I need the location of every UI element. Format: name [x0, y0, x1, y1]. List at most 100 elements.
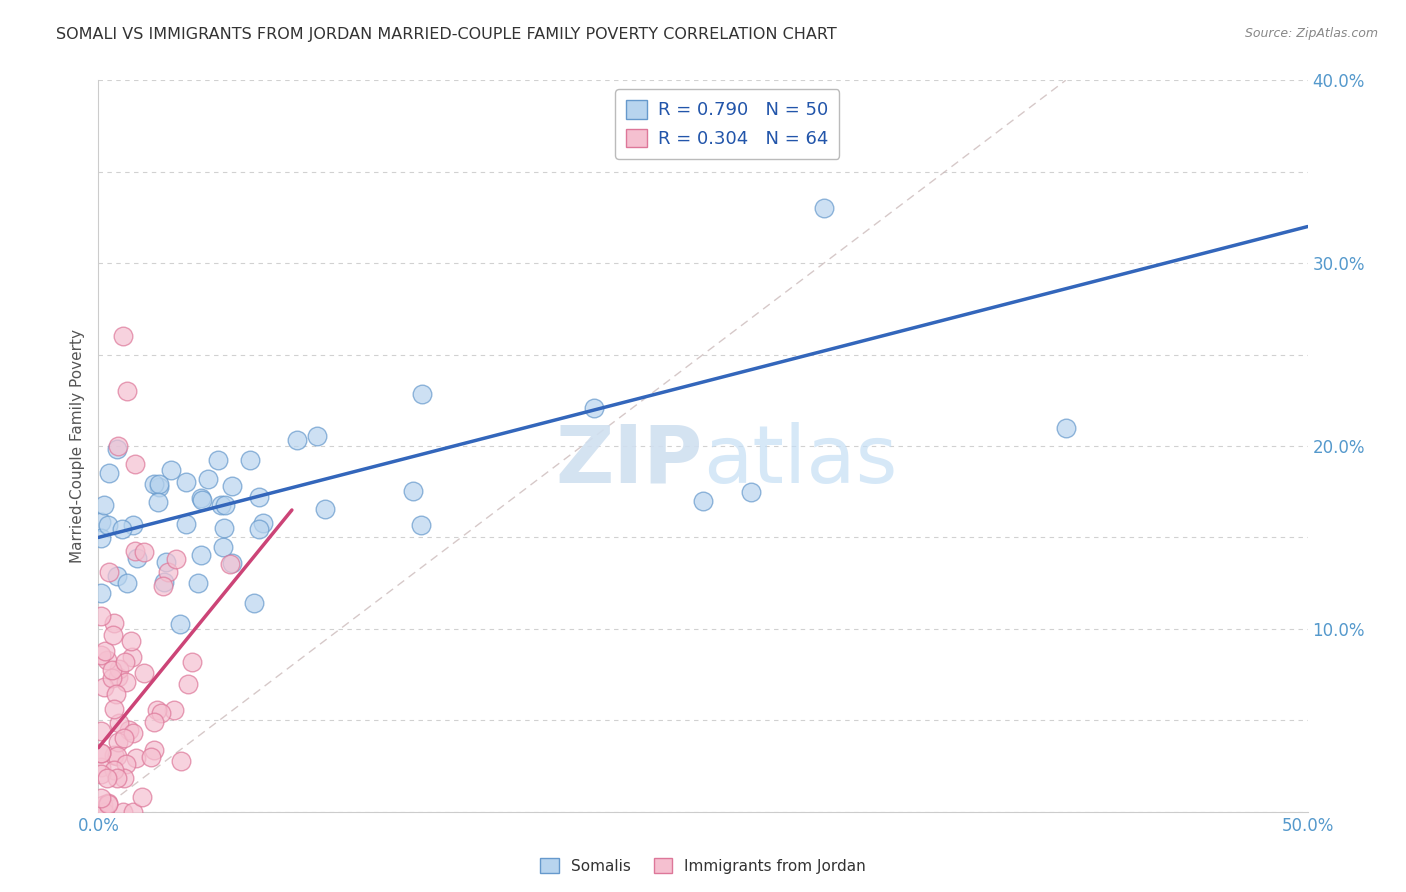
Point — [111, 329, 134, 343]
Point — [125, 550, 148, 565]
Point — [207, 453, 229, 467]
Point — [90, 609, 112, 624]
Point — [100, 671, 122, 685]
Point — [146, 495, 169, 509]
Point — [107, 735, 129, 749]
Point — [131, 790, 153, 805]
Point — [243, 596, 266, 610]
Text: Source: ZipAtlas.com: Source: ZipAtlas.com — [1244, 27, 1378, 40]
Point — [305, 428, 328, 442]
Point — [125, 751, 148, 765]
Point — [197, 472, 219, 486]
Point — [114, 655, 136, 669]
Point — [124, 544, 146, 558]
Point — [143, 743, 166, 757]
Point — [97, 796, 120, 810]
Point — [214, 521, 236, 535]
Point — [93, 498, 115, 512]
Point — [107, 771, 129, 785]
Point — [692, 494, 714, 508]
Point — [813, 201, 835, 215]
Point — [117, 575, 139, 590]
Point — [170, 754, 193, 768]
Point — [105, 569, 128, 583]
Point — [103, 616, 125, 631]
Point — [111, 805, 134, 819]
Point — [90, 585, 112, 599]
Point — [108, 662, 131, 676]
Point — [1054, 421, 1077, 435]
Point — [143, 714, 166, 729]
Text: SOMALI VS IMMIGRANTS FROM JORDAN MARRIED-COUPLE FAMILY POVERTY CORRELATION CHART: SOMALI VS IMMIGRANTS FROM JORDAN MARRIED… — [56, 27, 837, 42]
Point — [221, 479, 243, 493]
Point — [111, 522, 134, 536]
Point — [90, 746, 112, 760]
Point — [121, 650, 143, 665]
Point — [152, 578, 174, 592]
Point — [98, 565, 121, 579]
Point — [105, 748, 128, 763]
Point — [174, 516, 197, 531]
Point — [96, 772, 118, 786]
Point — [148, 480, 170, 494]
Point — [107, 439, 129, 453]
Point — [114, 756, 136, 771]
Point — [105, 442, 128, 457]
Point — [177, 677, 200, 691]
Point — [103, 627, 125, 641]
Point — [120, 634, 142, 648]
Point — [94, 644, 117, 658]
Point — [402, 483, 425, 498]
Point — [90, 531, 112, 545]
Point — [117, 384, 139, 398]
Point — [90, 760, 112, 774]
Point — [247, 522, 270, 536]
Point — [169, 617, 191, 632]
Point — [163, 703, 186, 717]
Point — [90, 648, 112, 662]
Point — [90, 766, 112, 780]
Point — [103, 702, 125, 716]
Point — [155, 555, 177, 569]
Point — [96, 653, 118, 667]
Point — [146, 703, 169, 717]
Point — [209, 498, 232, 512]
Y-axis label: Married-Couple Family Poverty: Married-Couple Family Poverty — [69, 329, 84, 563]
Point — [190, 492, 212, 507]
Point — [115, 675, 138, 690]
Point — [190, 549, 212, 563]
Point — [143, 476, 166, 491]
Point — [90, 724, 112, 739]
Point — [411, 386, 433, 401]
Legend: R = 0.790   N = 50, R = 0.304   N = 64: R = 0.790 N = 50, R = 0.304 N = 64 — [614, 89, 839, 159]
Point — [118, 723, 141, 737]
Point — [107, 670, 129, 684]
Point — [214, 499, 236, 513]
Point — [121, 805, 143, 819]
Point — [165, 552, 187, 566]
Point — [134, 665, 156, 680]
Point — [314, 502, 336, 516]
Point — [93, 805, 115, 819]
Point — [112, 771, 135, 785]
Point — [247, 490, 270, 504]
Point — [121, 726, 143, 740]
Point — [132, 544, 155, 558]
Point — [411, 517, 433, 532]
Point — [121, 518, 143, 533]
Point — [252, 516, 274, 531]
Point — [90, 515, 112, 529]
Point — [180, 655, 202, 669]
Point — [187, 575, 209, 590]
Point — [156, 566, 179, 580]
Legend: Somalis, Immigrants from Jordan: Somalis, Immigrants from Jordan — [534, 852, 872, 880]
Point — [93, 680, 115, 694]
Point — [239, 452, 262, 467]
Point — [108, 716, 131, 731]
Point — [148, 477, 170, 491]
Point — [149, 706, 172, 720]
Point — [141, 750, 163, 764]
Point — [90, 746, 112, 760]
Point — [174, 475, 197, 489]
Point — [97, 517, 120, 532]
